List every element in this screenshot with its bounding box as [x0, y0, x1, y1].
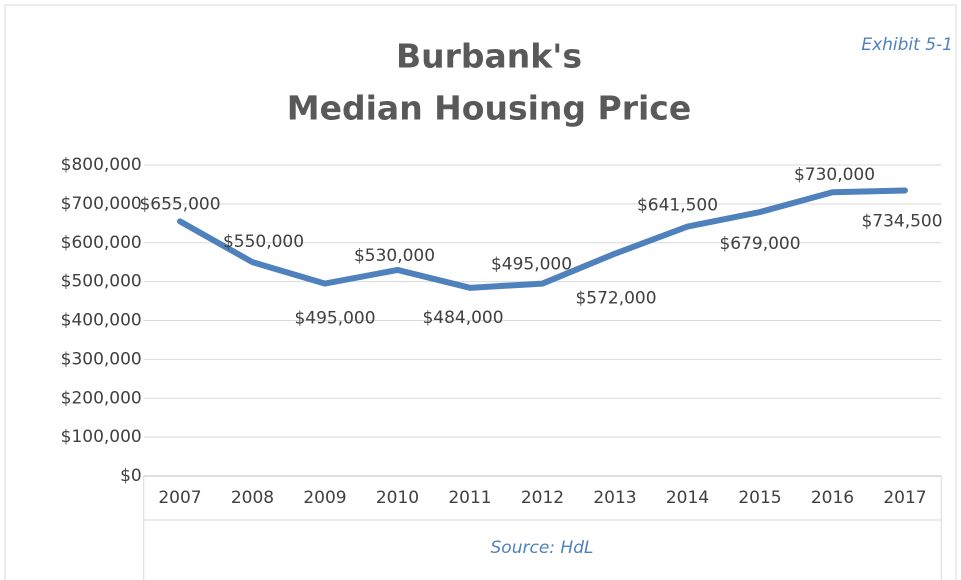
data-label: $530,000 [354, 246, 435, 266]
x-tick-label: 2007 [158, 488, 201, 508]
x-tick-label: 2011 [448, 488, 491, 508]
data-line [177, 187, 908, 291]
data-label: $730,000 [794, 165, 875, 185]
x-tick-label: 2008 [231, 488, 274, 508]
x-tick-label: 2017 [883, 488, 926, 508]
chart-title: Burbank's [396, 37, 582, 76]
data-label: $655,000 [139, 194, 220, 214]
data-label: $550,000 [223, 232, 304, 252]
x-tick-label: 2014 [666, 488, 709, 508]
data-label: $495,000 [294, 309, 375, 329]
x-tick-label: 2016 [811, 488, 854, 508]
data-label: $484,000 [422, 308, 503, 328]
y-tick-label: $600,000 [61, 233, 142, 253]
source-note: Source: HdL [491, 538, 594, 558]
y-tick-label: $400,000 [61, 311, 142, 331]
data-label: $572,000 [575, 289, 656, 309]
chart-subtitle: Median Housing Price [287, 89, 691, 128]
data-label: $641,500 [637, 196, 718, 216]
data-label: $495,000 [491, 255, 572, 275]
y-tick-label: $500,000 [61, 272, 142, 292]
x-tick-label: 2009 [303, 488, 346, 508]
y-tick-label: $300,000 [61, 349, 142, 369]
data-label: $734,500 [861, 211, 942, 231]
x-tick-label: 2012 [521, 488, 564, 508]
y-tick-label: $0 [120, 466, 142, 486]
y-tick-label: $200,000 [61, 388, 142, 408]
y-tick-label: $100,000 [61, 427, 142, 447]
x-tick-label: 2013 [593, 488, 636, 508]
exhibit-label: Exhibit 5-1 [861, 35, 953, 55]
x-tick-label: 2010 [376, 488, 419, 508]
y-tick-label: $700,000 [61, 194, 142, 214]
data-label: $679,000 [719, 234, 800, 254]
y-tick-label: $800,000 [61, 155, 142, 175]
x-tick-label: 2015 [738, 488, 781, 508]
chart-frame [4, 4, 957, 580]
